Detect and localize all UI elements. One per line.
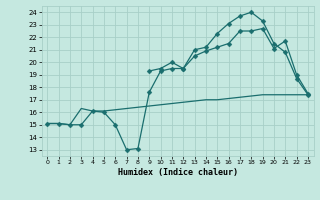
X-axis label: Humidex (Indice chaleur): Humidex (Indice chaleur) [118, 168, 237, 177]
